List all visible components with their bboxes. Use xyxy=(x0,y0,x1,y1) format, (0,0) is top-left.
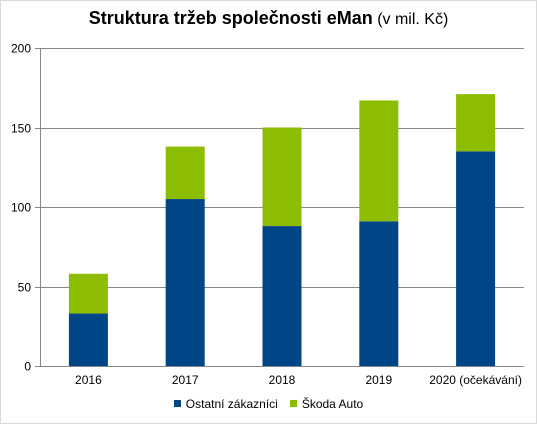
y-tick-label-200: 200 xyxy=(11,42,31,56)
legend-item-skoda: Škoda Auto xyxy=(289,397,364,411)
y-tick-label-50: 50 xyxy=(18,281,32,295)
y-tick-label-0: 0 xyxy=(24,360,31,374)
bar-skoda-2 xyxy=(262,127,302,227)
x-tick-label-3: 2019 xyxy=(365,373,392,387)
bar-skoda-1 xyxy=(165,146,205,200)
x-tick-label-2: 2018 xyxy=(269,373,296,387)
x-axis: 2016 2017 2018 2019 2020 (očekávání) xyxy=(40,366,524,387)
bar-skoda-0 xyxy=(68,273,108,314)
legend-label: Ostatní zákazníci xyxy=(185,397,278,411)
bar-skoda-4 xyxy=(456,94,496,152)
legend-swatch xyxy=(173,400,181,408)
y-tick-label-100: 100 xyxy=(11,201,31,215)
bar-ostatni-4 xyxy=(456,151,496,366)
bar-ostatni-1 xyxy=(165,199,205,366)
legend-item-ostatni: Ostatní zákazníci xyxy=(173,397,278,411)
y-tick-label-150: 150 xyxy=(11,122,31,136)
legend-swatch xyxy=(289,400,297,408)
bar-ostatni-2 xyxy=(262,226,302,366)
bar-ostatni-3 xyxy=(359,221,399,366)
x-tick-label-0: 2016 xyxy=(75,373,102,387)
x-tick-label-4: 2020 (očekávání) xyxy=(429,373,522,387)
chart-title: Struktura tržeb společnosti eMan (v mil.… xyxy=(0,8,537,29)
y-axis: 0 50 100 150 200 xyxy=(11,42,41,374)
x-tick-label-1: 2017 xyxy=(172,373,199,387)
legend-label: Škoda Auto xyxy=(301,397,364,411)
legend: Ostatní zákazníci Škoda Auto xyxy=(0,397,537,411)
bar-skoda-3 xyxy=(359,100,399,222)
bars xyxy=(68,94,496,366)
chart-title-unit: (v mil. Kč) xyxy=(377,11,449,28)
bar-ostatni-0 xyxy=(68,313,108,366)
chart-title-main: Struktura tržeb společnosti eMan xyxy=(88,8,373,28)
